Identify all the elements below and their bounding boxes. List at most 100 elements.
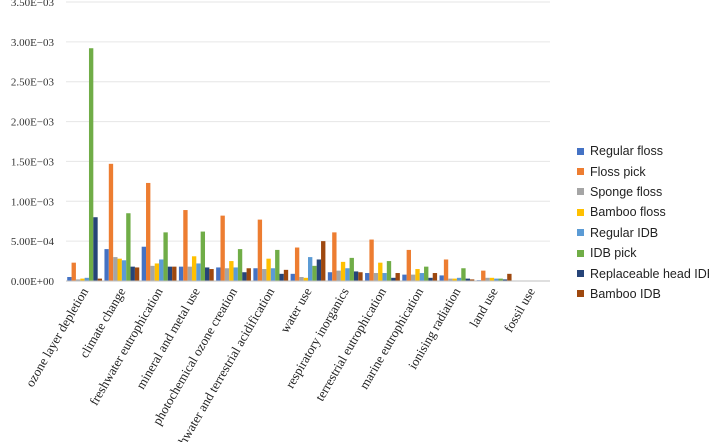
bar [391, 277, 396, 281]
bar [299, 277, 304, 281]
bar [130, 266, 135, 281]
bar [321, 241, 326, 281]
bar [172, 266, 177, 281]
bar [443, 259, 449, 281]
bar [308, 257, 313, 281]
bar [191, 256, 197, 281]
bar [93, 217, 98, 281]
bar [266, 258, 271, 281]
bar [141, 246, 147, 281]
legend: Regular floss Floss pick Sponge floss Bambo… [577, 141, 709, 304]
bar [97, 278, 103, 281]
bar [121, 260, 127, 281]
bar [489, 277, 495, 281]
bar [88, 48, 94, 282]
bar [216, 267, 221, 281]
legend-item: Regular floss [577, 141, 709, 161]
bar [312, 265, 317, 281]
bar [432, 273, 438, 281]
y-tick-label: 3.00E−03 [11, 37, 55, 49]
legend-label: Bamboo floss [590, 205, 666, 220]
x-tick-label: fossil use [501, 285, 538, 335]
bar [220, 215, 225, 281]
bar [439, 275, 444, 281]
bar [349, 257, 354, 281]
bar [205, 267, 210, 281]
bar [126, 213, 131, 281]
bar [233, 267, 238, 281]
bar [163, 232, 168, 281]
bar [448, 278, 453, 281]
legend-swatch [577, 290, 584, 298]
bars [67, 48, 512, 282]
bar [386, 261, 392, 281]
legend-swatch [577, 229, 584, 237]
bar [461, 268, 466, 281]
bar [134, 267, 140, 281]
bar [146, 182, 151, 281]
bar [340, 261, 346, 281]
bar [229, 261, 234, 281]
bar [428, 277, 433, 281]
bar [406, 249, 411, 281]
bar [485, 277, 490, 281]
bar [469, 279, 475, 281]
bar [253, 268, 258, 281]
bar [294, 247, 300, 281]
bar [395, 273, 400, 281]
bar [336, 270, 341, 281]
legend-item: Sponge floss [577, 182, 709, 202]
y-tick-label: 1.50E−03 [11, 156, 55, 168]
y-tick-label: 5.00E−04 [11, 236, 55, 248]
legend-swatch [577, 168, 584, 176]
bar [369, 239, 374, 281]
bar [183, 210, 188, 281]
bar [237, 249, 243, 281]
x-tick-label: terrestrial eutrophication [312, 285, 389, 404]
bar [196, 263, 201, 281]
bar [410, 274, 416, 281]
legend-label: Regular floss [590, 144, 663, 159]
bar [303, 277, 308, 281]
bar [378, 262, 383, 281]
y-tick-label: 1.00E−03 [11, 196, 55, 208]
bar [246, 268, 251, 281]
y-tick-label: 2.50E−03 [11, 77, 55, 89]
bar [200, 231, 206, 281]
bar [71, 262, 76, 281]
y-tick-label: 0.00E+00 [11, 276, 55, 288]
bar [290, 273, 295, 281]
legend-item: Bamboo floss [577, 202, 709, 222]
legend-label: IDB pick [590, 246, 637, 261]
bar [167, 266, 173, 281]
bar [187, 266, 192, 281]
bar [494, 278, 499, 281]
x-tick-label: ozone layer depletion [22, 285, 91, 390]
y-tick-label: 3.50E−03 [11, 0, 55, 9]
bar [209, 269, 214, 281]
bar [262, 269, 267, 281]
bar [419, 273, 425, 281]
bar [84, 277, 89, 281]
bar [498, 278, 503, 281]
bar [117, 258, 122, 281]
legend-swatch [577, 208, 584, 216]
legend-swatch [577, 249, 584, 257]
bar [358, 272, 363, 281]
bar [67, 277, 72, 281]
legend-label: Regular IDB [590, 225, 659, 240]
bar [332, 232, 337, 281]
bar [424, 266, 429, 281]
bar [224, 268, 230, 281]
y-axis-ticks: 0.00E+00 5.00E−04 1.00E−03 1.50E−03 2.00E−03… [11, 0, 55, 288]
bar [108, 163, 114, 281]
legend-swatch [577, 147, 584, 155]
bar [382, 273, 387, 281]
x-tick-label: water use [277, 285, 315, 336]
bar [270, 268, 276, 281]
bar [507, 273, 512, 281]
bar [456, 277, 462, 281]
bar [257, 219, 263, 281]
legend-item: IDB pick [577, 243, 709, 263]
